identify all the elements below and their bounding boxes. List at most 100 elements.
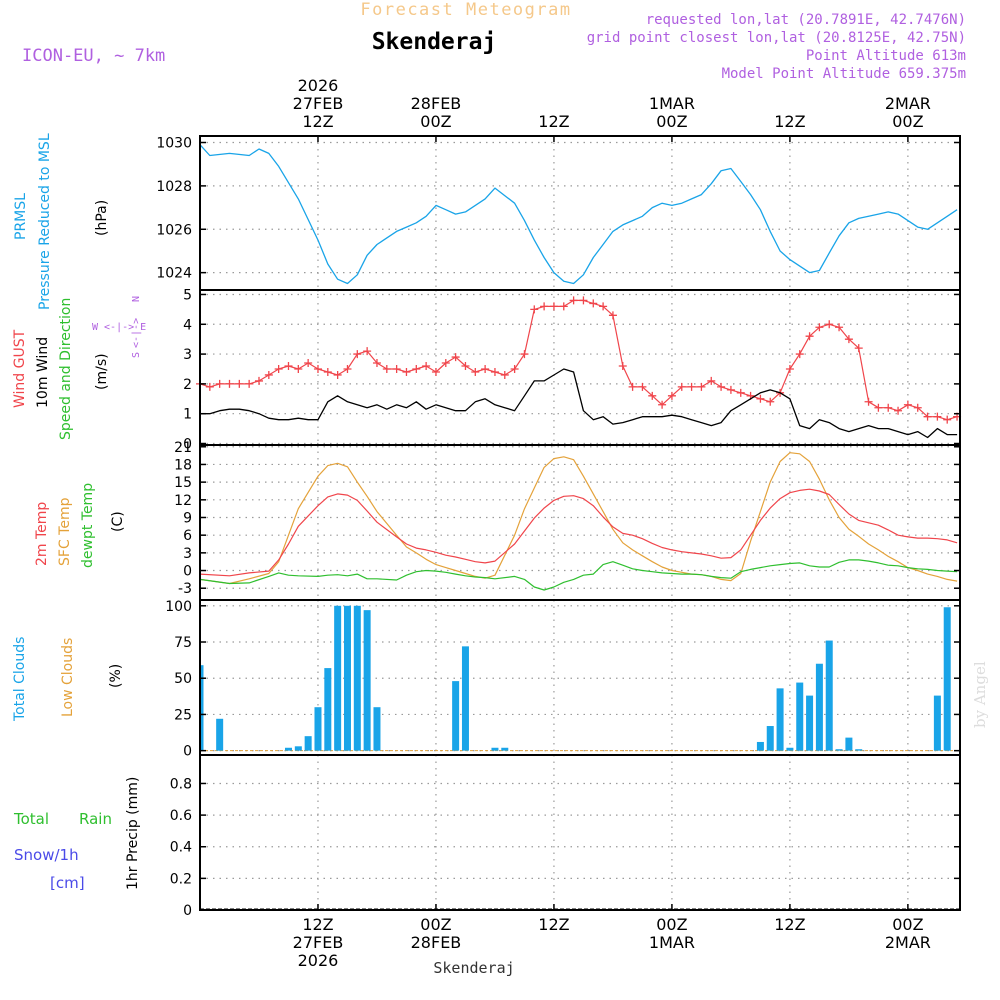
gust-marker: [658, 400, 667, 409]
y-tick-label: 21: [174, 440, 192, 456]
total-clouds-bar: [825, 640, 833, 751]
gust-marker: [500, 370, 509, 379]
gust-marker: [471, 367, 480, 376]
gust-marker: [726, 385, 735, 394]
gust-marker: [874, 403, 883, 412]
compass-n: N: [131, 296, 142, 302]
gust-marker: [736, 388, 745, 397]
bottom-time-label: 00Z: [420, 915, 451, 934]
prmsl-label: PRMSL: [13, 193, 29, 240]
total-label: Total: [13, 810, 49, 828]
rain-label: Rain: [79, 810, 112, 828]
gust-marker: [589, 299, 598, 308]
cloud-labels: Total Clouds Low Clouds (%): [12, 637, 124, 722]
panel-frame: [199, 754, 961, 911]
gust-marker: [451, 353, 460, 362]
total-clouds-bar: [216, 718, 224, 751]
total-clouds-bar: [324, 668, 332, 751]
gust-marker: [795, 350, 804, 359]
bottom-time-label: 2MAR: [885, 933, 931, 952]
gust-marker: [402, 367, 411, 376]
gust-marker: [274, 364, 283, 373]
total-clouds-bar: [353, 605, 361, 751]
y-tick-label: 3: [183, 347, 192, 363]
gust-marker: [903, 400, 912, 409]
top-time-label: 00Z: [656, 112, 687, 131]
gust-marker: [835, 323, 844, 332]
gust-marker: [353, 350, 362, 359]
wind-gust-label: Wind GUST: [12, 329, 28, 408]
top-time-label: 12Z: [302, 112, 333, 131]
bottom-time-label: 28FEB: [411, 933, 462, 952]
y-tick-label: 1030: [156, 136, 192, 152]
point-altitude: Point Altitude 613m: [806, 48, 966, 64]
precip-labels: Total Rain Snow/1h [cm] 1hr Precip (mm): [13, 777, 141, 892]
y-tick-label: 0.2: [170, 871, 192, 887]
y-tick-label: -3: [178, 581, 192, 597]
top-time-label: 2MAR: [885, 94, 931, 113]
total-clouds-bar: [933, 695, 941, 751]
y-tick-label: 100: [165, 599, 192, 615]
gust-marker: [618, 362, 627, 371]
gust-marker: [825, 320, 834, 329]
t2m-line: [199, 488, 958, 577]
pressure-line: [199, 144, 958, 285]
y-tick-label: 3: [183, 546, 192, 562]
gust-marker: [382, 364, 391, 373]
gust-marker: [854, 344, 863, 353]
y-tick-label: 1026: [156, 222, 192, 238]
gust-marker: [844, 335, 853, 344]
bottom-time-label: 12Z: [774, 915, 805, 934]
gust-marker: [245, 379, 254, 388]
y-tick-label: 5: [183, 287, 192, 303]
gust-marker: [717, 382, 726, 391]
gust-marker: [648, 391, 657, 400]
y-tick-label: 12: [174, 493, 192, 509]
gust-line: [199, 299, 958, 421]
bottom-time-label: 12Z: [538, 915, 569, 934]
data-marks: [196, 144, 962, 910]
y-tick-label: 4: [183, 317, 192, 333]
y-tick-label: 0: [183, 437, 192, 453]
gust-marker: [343, 364, 352, 373]
wind-unit: (m/s): [94, 353, 110, 390]
top-time-label: 12Z: [538, 112, 569, 131]
y-tick-label: 6: [183, 528, 192, 544]
dewpt-line: [199, 559, 958, 591]
top-time-label: 27FEB: [293, 94, 344, 113]
total-clouds-bar: [373, 707, 381, 751]
gust-marker: [756, 394, 765, 403]
low-clouds-label: Low Clouds: [60, 638, 76, 717]
total-clouds-bar: [452, 681, 460, 751]
total-clouds-bar: [294, 746, 302, 751]
gust-marker: [431, 367, 440, 376]
total-clouds-bar: [855, 749, 863, 751]
gust-marker: [540, 302, 549, 311]
gust-marker: [481, 364, 490, 373]
gust-marker: [294, 364, 303, 373]
temp-labels: 2m Temp SFC Temp dewpt Temp (C): [34, 483, 126, 568]
total-clouds-bar: [756, 741, 764, 751]
bottom-time-label: 12Z: [302, 915, 333, 934]
pressure-labels: PRMSL Pressure Reduced to MSL (hPa): [13, 133, 110, 310]
gust-marker: [677, 382, 686, 391]
gust-marker: [608, 311, 617, 320]
gust-marker: [313, 364, 322, 373]
total-clouds-bar: [786, 747, 794, 751]
gust-marker: [235, 379, 244, 388]
panel-frames: [199, 135, 961, 911]
total-clouds-bar: [796, 682, 804, 751]
gust-marker: [422, 362, 431, 371]
gust-marker: [225, 379, 234, 388]
gust-marker: [923, 412, 932, 421]
snow-label: Snow/1h: [14, 846, 79, 864]
snow-unit-label: [cm]: [50, 874, 85, 892]
t2m-label: 2m Temp: [34, 502, 50, 566]
gust-marker: [264, 370, 273, 379]
requested-coords: requested lon,lat (20.7891E, 42.7476N): [646, 12, 966, 28]
gust-marker: [284, 362, 293, 371]
model-altitude: Model Point Altitude 659.375m: [722, 66, 966, 82]
y-tick-label: 0.8: [170, 776, 192, 792]
y-tick-label: 50: [174, 671, 192, 687]
clouds-unit: (%): [108, 664, 124, 688]
